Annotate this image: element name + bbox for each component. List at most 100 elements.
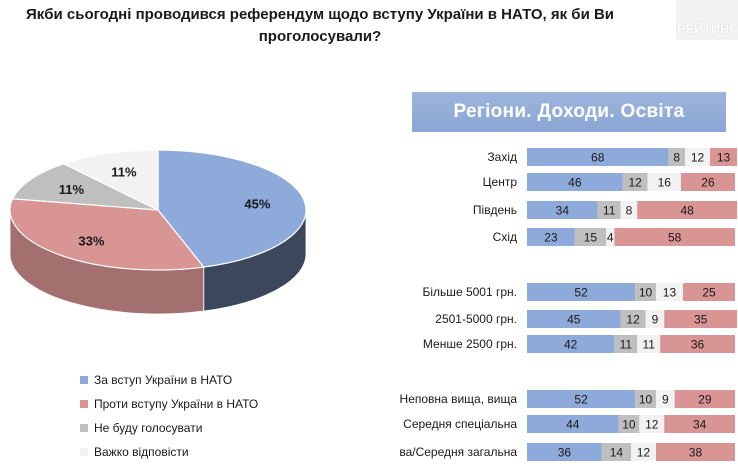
category-label: Схід xyxy=(493,230,517,244)
bar-value-label: 36 xyxy=(558,446,572,460)
legend: За вступ України в НАТО Проти вступу Укра… xyxy=(80,370,258,466)
bar-value-label: 29 xyxy=(698,393,712,407)
pie-chart: 45% 33% 11% 11% xyxy=(9,149,307,315)
bar-value-label: 14 xyxy=(610,446,624,460)
bar-value-label: 12 xyxy=(691,151,705,165)
bar-segment xyxy=(527,228,575,246)
bar-segment xyxy=(655,283,683,301)
bar-segment xyxy=(606,228,615,246)
bar-value-label: 16 xyxy=(658,176,672,190)
bar-value-label: 48 xyxy=(680,204,694,218)
bar-segment xyxy=(614,228,735,246)
bar-value-label: 52 xyxy=(574,286,588,300)
bar-segment xyxy=(622,173,648,191)
legend-label: Не буду голосувати xyxy=(94,421,203,435)
legend-item: За вступ України в НАТО xyxy=(80,370,258,390)
bar-segment xyxy=(527,415,619,433)
bar-segment xyxy=(597,201,621,219)
bar-segment xyxy=(620,201,638,219)
category-label: Захід xyxy=(487,150,517,164)
bar-value-label: 68 xyxy=(591,151,605,165)
pie-value-label: 11% xyxy=(111,165,137,180)
bar-value-label: 9 xyxy=(652,313,659,327)
bar-value-label: 44 xyxy=(566,418,580,432)
bar-segment xyxy=(637,201,738,219)
bar-segment xyxy=(527,283,636,301)
bar-value-label: 10 xyxy=(639,286,653,300)
bar-segment xyxy=(631,443,656,461)
bar-segment xyxy=(664,310,738,328)
category-label: Середня спеціальна xyxy=(403,417,517,431)
bar-value-label: 38 xyxy=(689,446,703,460)
bar-value-label: 11 xyxy=(603,204,616,218)
bar-value-label: 8 xyxy=(673,151,680,165)
bar-segment xyxy=(645,310,665,328)
bar-segment xyxy=(618,415,640,433)
bar-segment xyxy=(527,390,636,408)
bar-value-label: 13 xyxy=(663,286,677,300)
category-label: 2501-5000 грн. xyxy=(435,312,517,326)
category-label: Центр xyxy=(483,175,518,189)
bar-value-label: 23 xyxy=(544,231,558,245)
legend-item: Не буду голосувати xyxy=(80,418,258,438)
bar-segment xyxy=(635,390,656,408)
pie-slice xyxy=(11,163,159,211)
bar-value-label: 11 xyxy=(642,338,655,352)
bar-value-label: 12 xyxy=(626,313,640,327)
bar-segment xyxy=(527,310,621,328)
bar-segment xyxy=(655,443,735,461)
bar-value-label: 42 xyxy=(564,338,578,352)
bar-value-label: 15 xyxy=(584,231,598,245)
bar-segment xyxy=(647,173,681,191)
bar-value-label: 10 xyxy=(639,393,653,407)
bar-segment xyxy=(668,148,686,166)
stacked-bar-chart: Захід 68 8 12 13 Центр 46 12 16 26 Південь 34 11 8 48 С… xyxy=(400,148,738,461)
bar-segment xyxy=(527,173,623,191)
chart-title: Якби сьогодні проводився референдум щодо… xyxy=(25,6,615,45)
bar-segment xyxy=(527,201,598,219)
bar-value-label: 26 xyxy=(701,176,715,190)
pie-value-label: 11% xyxy=(59,182,85,197)
pie-slice xyxy=(157,149,307,268)
section-banner: Регіони. Доходи. Освіта xyxy=(412,92,726,132)
bar-value-label: 45 xyxy=(567,313,581,327)
bar-segment xyxy=(614,335,638,353)
bar-segment xyxy=(637,335,661,353)
bar-segment xyxy=(710,148,738,166)
bar-segment xyxy=(527,148,669,166)
rating-logo: РЕЙТИНГ xyxy=(676,0,738,40)
bar-value-label: 12 xyxy=(637,446,651,460)
bar-segment xyxy=(674,390,735,408)
bar-value-label: 8 xyxy=(626,204,633,218)
bar-value-label: 4 xyxy=(607,231,614,245)
bar-value-label: 12 xyxy=(645,418,659,432)
category-label: Більше 5001 грн. xyxy=(423,285,517,299)
bar-value-label: 35 xyxy=(694,313,708,327)
legend-swatch xyxy=(80,424,88,432)
bar-segment xyxy=(680,173,735,191)
bar-value-label: 9 xyxy=(662,393,669,407)
legend-label: Важко відповісти xyxy=(94,445,189,459)
bar-segment xyxy=(527,335,615,353)
bar-value-label: 25 xyxy=(702,286,716,300)
legend-item: Важко відповісти xyxy=(80,442,258,462)
bar-segment xyxy=(655,390,675,408)
legend-item: Проти вступу України в НАТО xyxy=(80,394,258,414)
bar-value-label: 58 xyxy=(668,231,682,245)
legend-swatch xyxy=(80,448,88,456)
bar-segment xyxy=(635,283,656,301)
category-label: Менше 2500 грн. xyxy=(423,337,517,351)
bar-value-label: 34 xyxy=(556,204,570,218)
bar-value-label: 11 xyxy=(620,338,633,352)
bar-segment xyxy=(601,443,631,461)
category-label: Початкова/Середня загальна xyxy=(400,445,517,459)
bar-value-label: 46 xyxy=(568,176,582,190)
legend-label: За вступ України в НАТО xyxy=(94,373,233,387)
bar-value-label: 12 xyxy=(628,176,642,190)
pie-slice xyxy=(62,149,159,211)
legend-label: Проти вступу України в НАТО xyxy=(94,397,259,411)
bar-segment xyxy=(683,283,735,301)
bar-value-label: 36 xyxy=(691,338,705,352)
pie-value-label: 45% xyxy=(244,197,270,212)
category-label: Неповна вища, вища xyxy=(400,392,517,406)
